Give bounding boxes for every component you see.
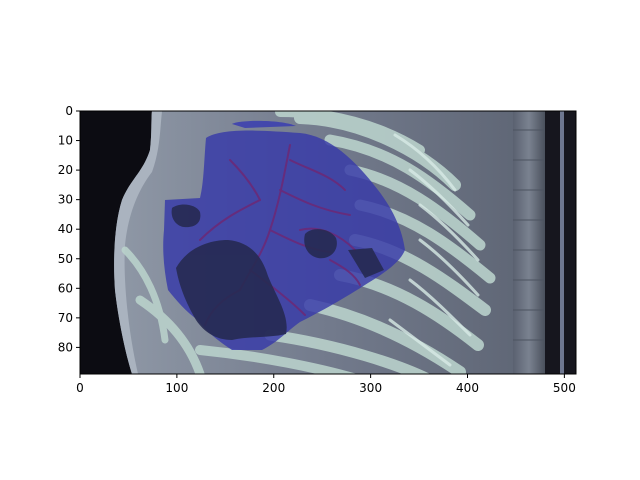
y-tick-label: 80 bbox=[58, 340, 73, 354]
y-axis-ticks: 0 10 20 30 40 50 60 70 80 bbox=[58, 104, 80, 354]
y-tick-label: 0 bbox=[65, 104, 73, 118]
x-tick-label: 200 bbox=[262, 381, 285, 395]
x-tick-label: 300 bbox=[359, 381, 382, 395]
y-tick-label: 10 bbox=[58, 134, 73, 148]
x-axis-ticks: 0 100 200 300 400 500 bbox=[76, 374, 576, 395]
x-tick-label: 500 bbox=[553, 381, 576, 395]
ct-image bbox=[80, 111, 576, 374]
y-tick-label: 50 bbox=[58, 252, 73, 266]
x-tick-label: 0 bbox=[76, 381, 84, 395]
axes-frame bbox=[79, 110, 577, 375]
x-tick-label: 400 bbox=[456, 381, 479, 395]
y-tick-label: 20 bbox=[58, 163, 73, 177]
y-tick-label: 30 bbox=[58, 193, 73, 207]
y-tick-label: 60 bbox=[58, 281, 73, 295]
x-tick-label: 100 bbox=[165, 381, 188, 395]
y-tick-label: 70 bbox=[58, 311, 73, 325]
y-tick-label: 40 bbox=[58, 222, 73, 236]
